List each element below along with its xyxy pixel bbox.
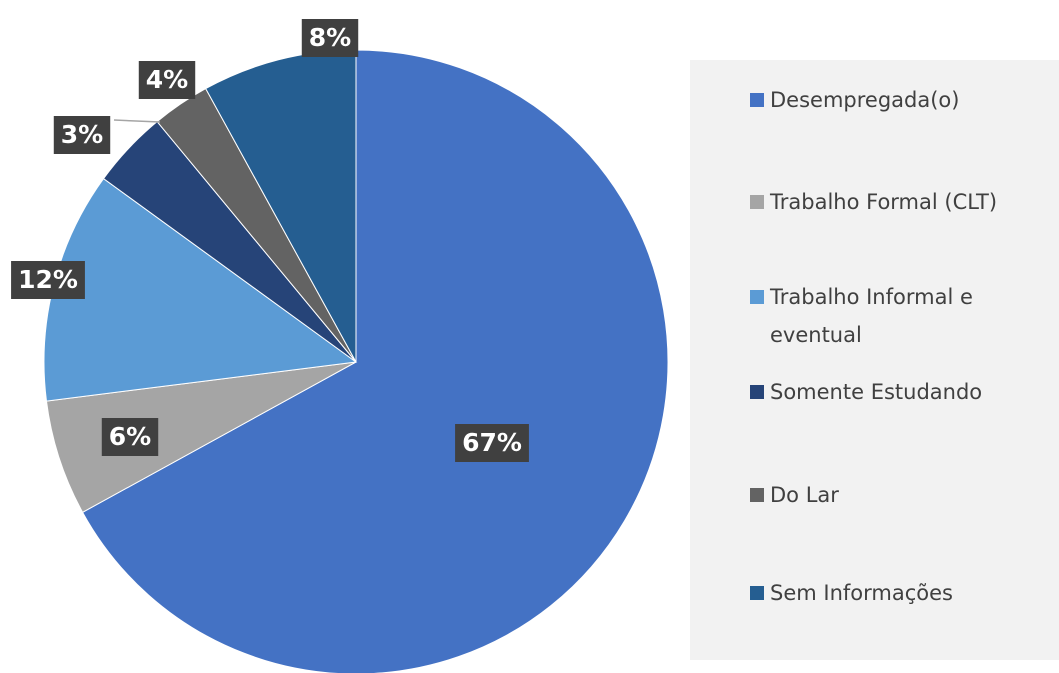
legend: Desempregada(o) Trabalho Formal (CLT) Trab… xyxy=(690,60,1059,660)
data-label: 12% xyxy=(18,265,78,294)
pie-slice xyxy=(81,49,669,673)
data-label: 3% xyxy=(61,120,103,149)
data-label-box xyxy=(53,116,111,154)
legend-label: Somente Estudando xyxy=(770,380,983,404)
data-label-box xyxy=(301,19,359,57)
pie-area: 67% 6% 12% 4% 3% 8% xyxy=(11,19,669,673)
legend-label: Desempregada(o) xyxy=(770,88,960,112)
legend-swatch xyxy=(750,586,764,600)
data-label: 6% xyxy=(109,422,151,451)
legend-swatch xyxy=(750,290,764,304)
data-label-box xyxy=(11,261,85,299)
legend-swatch xyxy=(750,385,764,399)
legend-swatch xyxy=(750,93,764,107)
data-label: 8% xyxy=(309,23,351,52)
legend-label: Trabalho Informal e eventual xyxy=(770,285,973,347)
data-label: 67% xyxy=(462,428,522,457)
data-label-box xyxy=(455,424,529,462)
legend-swatch xyxy=(750,195,764,209)
legend-swatch xyxy=(750,488,764,502)
data-label-box xyxy=(101,418,159,456)
leader-line xyxy=(113,119,161,123)
legend-label: Trabalho Formal (CLT) xyxy=(770,190,998,214)
data-label-box xyxy=(138,61,196,99)
legend-label: Do Lar xyxy=(770,483,839,507)
legend-label: Sem Informações xyxy=(770,581,953,605)
data-label: 4% xyxy=(146,65,188,94)
